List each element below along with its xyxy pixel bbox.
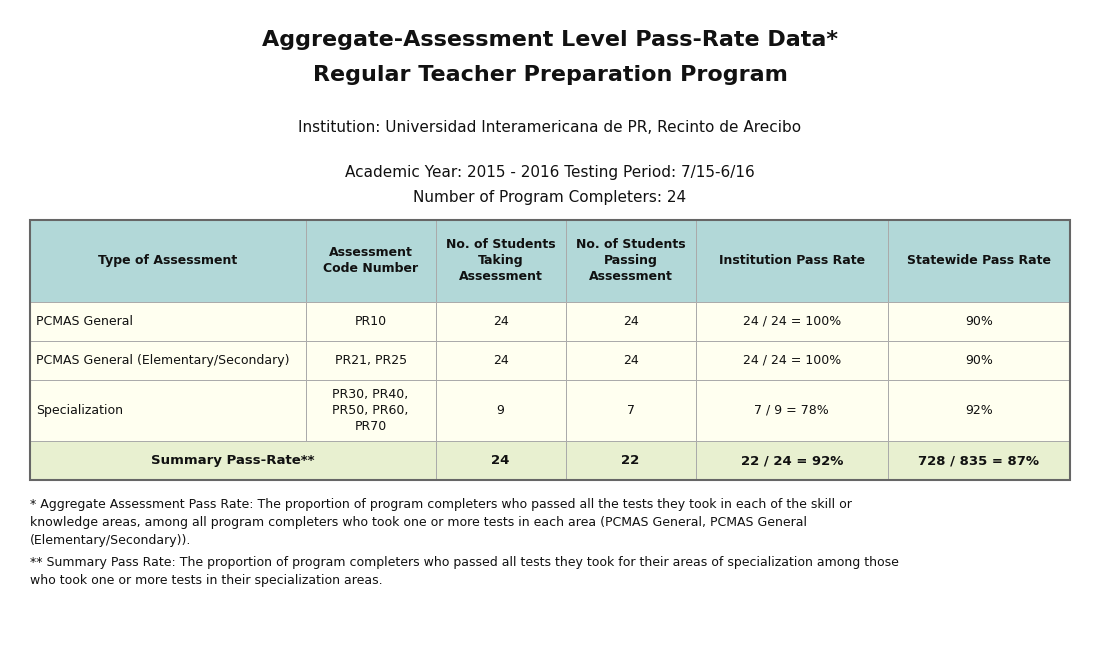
Bar: [888, 341, 1070, 380]
Text: PCMAS General: PCMAS General: [36, 315, 133, 328]
Bar: [888, 441, 1070, 480]
Text: Number of Program Completers: 24: Number of Program Completers: 24: [414, 190, 686, 205]
Bar: [436, 341, 565, 380]
Text: Institution: Universidad Interamericana de PR, Recinto de Arecibo: Institution: Universidad Interamericana …: [298, 120, 802, 135]
Bar: [695, 220, 888, 302]
Text: PR30, PR40,
PR50, PR60,
PR70: PR30, PR40, PR50, PR60, PR70: [332, 388, 409, 433]
Bar: [436, 220, 565, 302]
Bar: [306, 341, 436, 380]
Text: 24: 24: [492, 454, 509, 467]
Text: 7: 7: [627, 404, 635, 417]
Text: Assessment
Code Number: Assessment Code Number: [323, 246, 418, 276]
Text: Type of Assessment: Type of Assessment: [98, 254, 238, 267]
Bar: [565, 380, 695, 441]
Bar: [888, 302, 1070, 341]
Bar: [436, 302, 565, 341]
Bar: [565, 341, 695, 380]
Text: 728 / 835 = 87%: 728 / 835 = 87%: [918, 454, 1040, 467]
Text: ** Summary Pass Rate: The proportion of program completers who passed all tests : ** Summary Pass Rate: The proportion of …: [30, 556, 899, 587]
Bar: [565, 220, 695, 302]
Text: 92%: 92%: [965, 404, 993, 417]
Bar: [30, 380, 306, 441]
Text: No. of Students
Taking
Assessment: No. of Students Taking Assessment: [446, 239, 556, 283]
Text: 90%: 90%: [965, 354, 993, 367]
Bar: [306, 220, 436, 302]
Text: 24: 24: [493, 315, 508, 328]
Text: Statewide Pass Rate: Statewide Pass Rate: [908, 254, 1050, 267]
Bar: [30, 341, 306, 380]
Bar: [30, 302, 306, 341]
Bar: [695, 341, 888, 380]
Bar: [436, 380, 565, 441]
Bar: [565, 302, 695, 341]
Bar: [695, 380, 888, 441]
Bar: [565, 441, 695, 480]
Text: 24: 24: [623, 315, 638, 328]
Bar: [30, 220, 306, 302]
Text: 7 / 9 = 78%: 7 / 9 = 78%: [755, 404, 829, 417]
Text: Aggregate-Assessment Level Pass-Rate Data*: Aggregate-Assessment Level Pass-Rate Dat…: [262, 30, 838, 50]
Bar: [695, 302, 888, 341]
Text: Institution Pass Rate: Institution Pass Rate: [718, 254, 865, 267]
Text: 24 / 24 = 100%: 24 / 24 = 100%: [742, 354, 840, 367]
Text: No. of Students
Passing
Assessment: No. of Students Passing Assessment: [575, 239, 685, 283]
Text: * Aggregate Assessment Pass Rate: The proportion of program completers who passe: * Aggregate Assessment Pass Rate: The pr…: [30, 498, 851, 547]
Text: Specialization: Specialization: [36, 404, 123, 417]
Text: PCMAS General (Elementary/Secondary): PCMAS General (Elementary/Secondary): [36, 354, 289, 367]
Bar: [695, 441, 888, 480]
Text: PR21, PR25: PR21, PR25: [334, 354, 407, 367]
Text: Regular Teacher Preparation Program: Regular Teacher Preparation Program: [312, 65, 788, 85]
Text: Academic Year: 2015 - 2016 Testing Period: 7/15-6/16: Academic Year: 2015 - 2016 Testing Perio…: [345, 165, 755, 180]
Text: 90%: 90%: [965, 315, 993, 328]
Text: 24: 24: [623, 354, 638, 367]
Bar: [306, 302, 436, 341]
Bar: [888, 220, 1070, 302]
Text: 24: 24: [493, 354, 508, 367]
Text: 24 / 24 = 100%: 24 / 24 = 100%: [742, 315, 840, 328]
Bar: [30, 441, 436, 480]
Text: 22 / 24 = 92%: 22 / 24 = 92%: [740, 454, 843, 467]
Bar: [888, 380, 1070, 441]
Bar: [436, 441, 565, 480]
Text: 9: 9: [497, 404, 505, 417]
Bar: [306, 380, 436, 441]
Text: PR10: PR10: [354, 315, 387, 328]
Bar: [30, 220, 1070, 480]
Text: Summary Pass-Rate**: Summary Pass-Rate**: [151, 454, 315, 467]
Text: 22: 22: [621, 454, 640, 467]
